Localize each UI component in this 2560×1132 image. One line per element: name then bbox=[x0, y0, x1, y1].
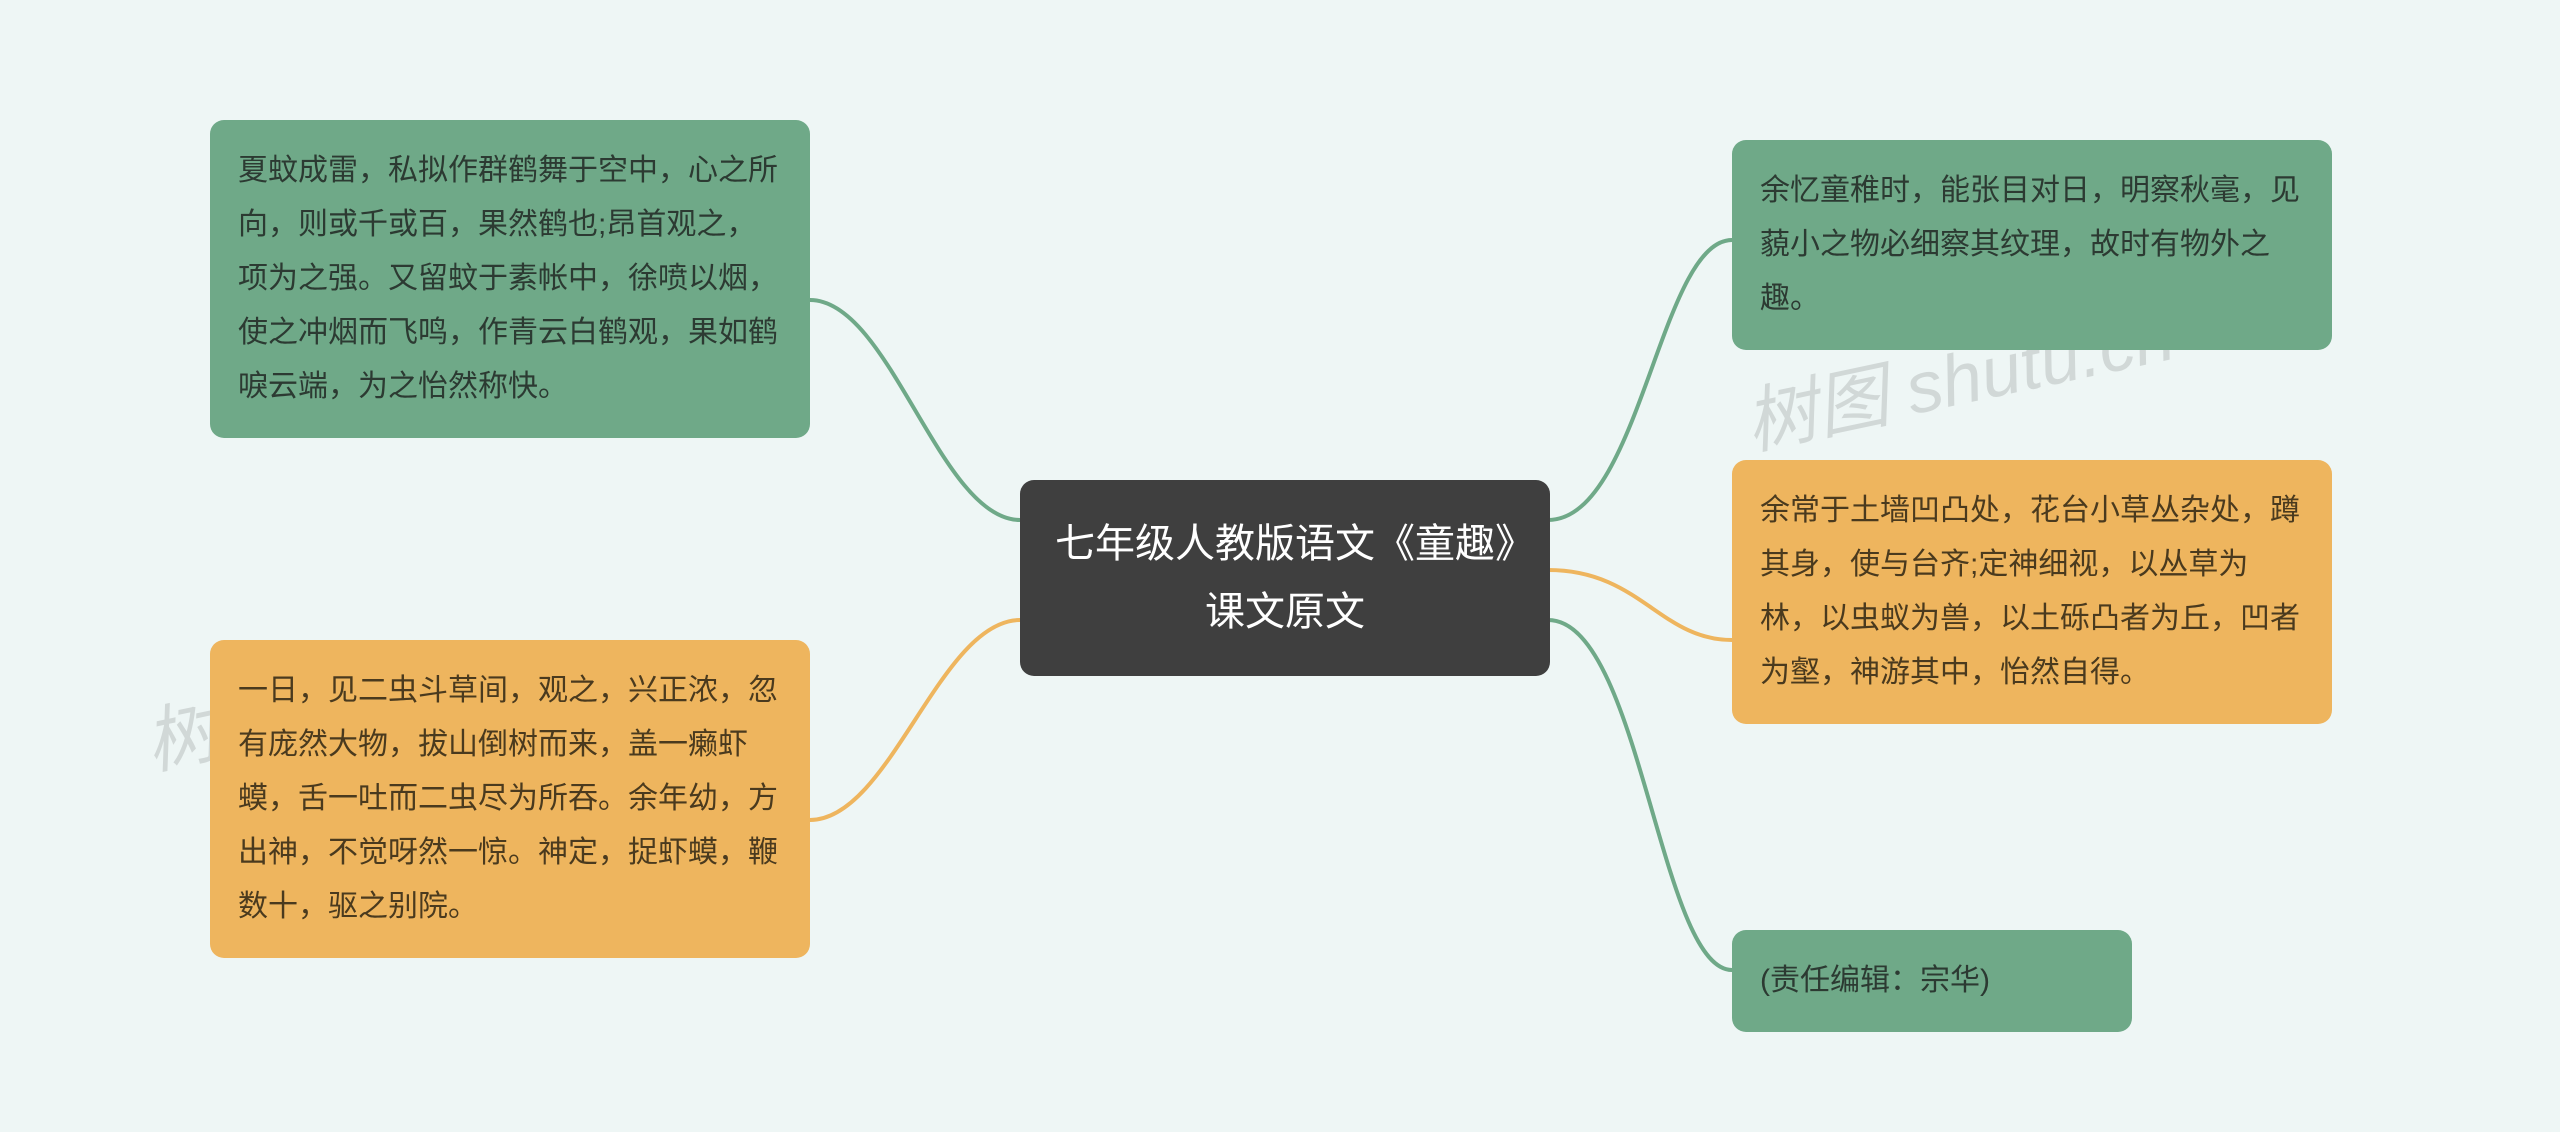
mindmap-canvas: 树图 shutu.cn 树图 shutu.cn 七年级人教版语文《童趣》课文原文… bbox=[0, 0, 2560, 1132]
right-node-1: 余忆童稚时，能张目对日，明察秋毫，见藐小之物必细察其纹理，故时有物外之趣。 bbox=[1732, 140, 2332, 350]
left-node-1: 夏蚊成雷，私拟作群鹤舞于空中，心之所向，则或千或百，果然鹤也;昂首观之，项为之强… bbox=[210, 120, 810, 438]
right-node-3: (责任编辑：宗华) bbox=[1732, 930, 2132, 1032]
left-node-2: 一日，见二虫斗草间，观之，兴正浓，忽有庞然大物，拔山倒树而来，盖一癞虾蟆，舌一吐… bbox=[210, 640, 810, 958]
center-node: 七年级人教版语文《童趣》课文原文 bbox=[1020, 480, 1550, 676]
right-node-2: 余常于土墙凹凸处，花台小草丛杂处，蹲其身，使与台齐;定神细视，以丛草为林，以虫蚁… bbox=[1732, 460, 2332, 724]
